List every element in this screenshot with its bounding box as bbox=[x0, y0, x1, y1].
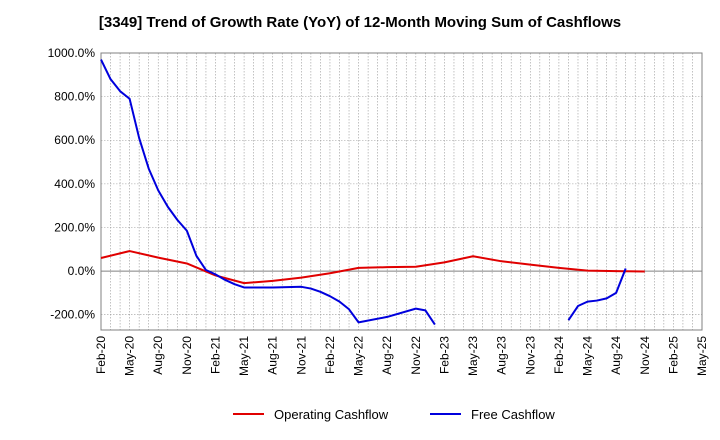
x-tick-label: Nov-20 bbox=[180, 336, 194, 375]
x-tick-label: Aug-21 bbox=[266, 336, 280, 375]
x-tick-label: Feb-23 bbox=[437, 336, 451, 374]
x-tick-label: Feb-24 bbox=[552, 336, 566, 374]
y-tick-label: 800.0% bbox=[54, 90, 95, 104]
y-tick-label: -200.0% bbox=[50, 308, 95, 322]
x-tick-label: Nov-22 bbox=[409, 336, 423, 375]
y-tick-label: 600.0% bbox=[54, 133, 95, 147]
legend-label-free-cashflow: Free Cashflow bbox=[471, 407, 555, 422]
x-tick-label: Aug-24 bbox=[609, 336, 623, 375]
x-tick-label: Aug-22 bbox=[380, 336, 394, 375]
x-tick-label: May-23 bbox=[466, 336, 480, 376]
x-tick-label: Aug-20 bbox=[151, 336, 165, 375]
x-tick-label: May-20 bbox=[123, 336, 137, 376]
y-tick-label: 200.0% bbox=[54, 220, 95, 234]
x-tick-label: Nov-23 bbox=[523, 336, 537, 375]
plot-area bbox=[101, 53, 702, 330]
x-tick-label: May-22 bbox=[352, 336, 366, 376]
x-tick-label: May-24 bbox=[581, 336, 595, 376]
x-tick-label: Feb-22 bbox=[323, 336, 337, 374]
x-tick-label: Feb-20 bbox=[94, 336, 108, 374]
x-tick-label: May-21 bbox=[237, 336, 251, 376]
x-tick-label: Nov-24 bbox=[638, 336, 652, 375]
x-tick-label: Aug-23 bbox=[495, 336, 509, 375]
y-tick-label: 400.0% bbox=[54, 177, 95, 191]
legend-label-operating-cashflow: Operating Cashflow bbox=[274, 407, 389, 422]
y-tick-label: 1000.0% bbox=[48, 46, 96, 60]
x-tick-label: Feb-25 bbox=[666, 336, 680, 374]
x-tick-label: Feb-21 bbox=[208, 336, 222, 374]
y-tick-label: 0.0% bbox=[68, 264, 96, 278]
series-line-free-cashflow bbox=[100, 59, 436, 326]
x-tick-label: Nov-21 bbox=[294, 336, 308, 375]
series-line-operating-cashflow bbox=[100, 250, 645, 285]
plot-frame bbox=[100, 52, 703, 331]
chart-title: [3349] Trend of Growth Rate (YoY) of 12-… bbox=[98, 14, 622, 31]
x-tick-label: May-25 bbox=[695, 336, 709, 376]
series-line-free-cashflow bbox=[567, 268, 627, 321]
